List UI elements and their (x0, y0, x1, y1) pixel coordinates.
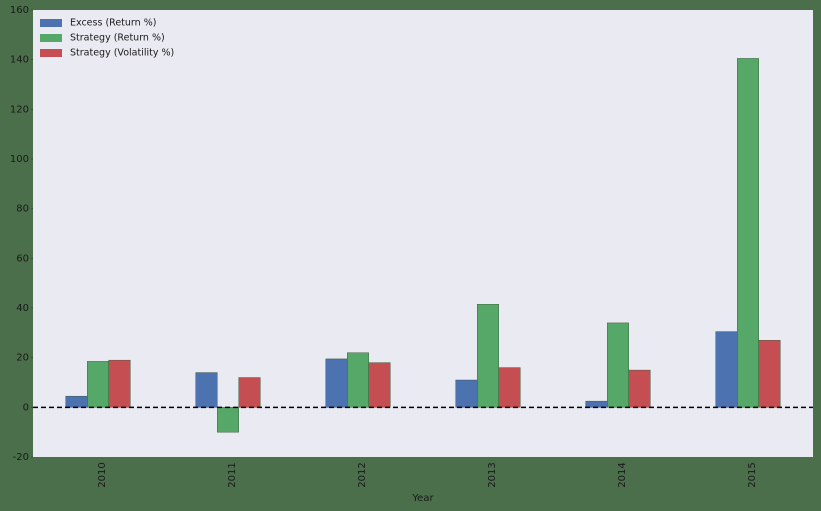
legend-label: Strategy (Volatility %) (70, 48, 174, 59)
bar (715, 331, 738, 408)
bar (195, 372, 218, 408)
x-tick-label: 2013 (487, 462, 498, 487)
legend-swatch (40, 34, 62, 42)
y-tick-label: 60 (16, 253, 29, 264)
x-axis-label: Year (411, 493, 434, 504)
bar (737, 58, 759, 408)
bar (585, 400, 608, 408)
bar (217, 407, 239, 433)
bar (238, 377, 261, 408)
y-tick-label: -20 (13, 452, 29, 463)
y-tick-label: 160 (10, 5, 29, 16)
bar (347, 352, 369, 408)
legend-label: Strategy (Return %) (70, 33, 165, 44)
bar (607, 322, 629, 408)
x-tick-label: 2012 (357, 462, 368, 487)
bar (65, 395, 88, 408)
y-tick-label: 120 (10, 104, 29, 115)
bar (455, 379, 478, 408)
x-tick-label: 2011 (227, 462, 238, 487)
bar (628, 369, 651, 408)
x-tick-label: 2015 (747, 462, 758, 487)
y-tick-label: 20 (16, 353, 29, 364)
y-tick-label: 0 (23, 402, 29, 413)
legend-swatch (40, 19, 62, 27)
y-tick-label: 100 (10, 154, 29, 165)
bar (108, 359, 131, 408)
x-tick-label: 2014 (617, 462, 628, 487)
bar (325, 358, 348, 408)
y-tick-label: 40 (16, 303, 29, 314)
bar (758, 340, 781, 408)
y-tick-label: 140 (10, 55, 29, 66)
bar (477, 304, 499, 408)
x-tick-label: 2010 (97, 462, 108, 487)
legend-swatch (40, 49, 62, 57)
y-tick-label: 80 (16, 204, 29, 215)
bar (87, 361, 109, 408)
legend-label: Excess (Return %) (70, 18, 156, 29)
plot-area (33, 10, 813, 457)
bar (498, 367, 521, 408)
bar (368, 362, 391, 408)
